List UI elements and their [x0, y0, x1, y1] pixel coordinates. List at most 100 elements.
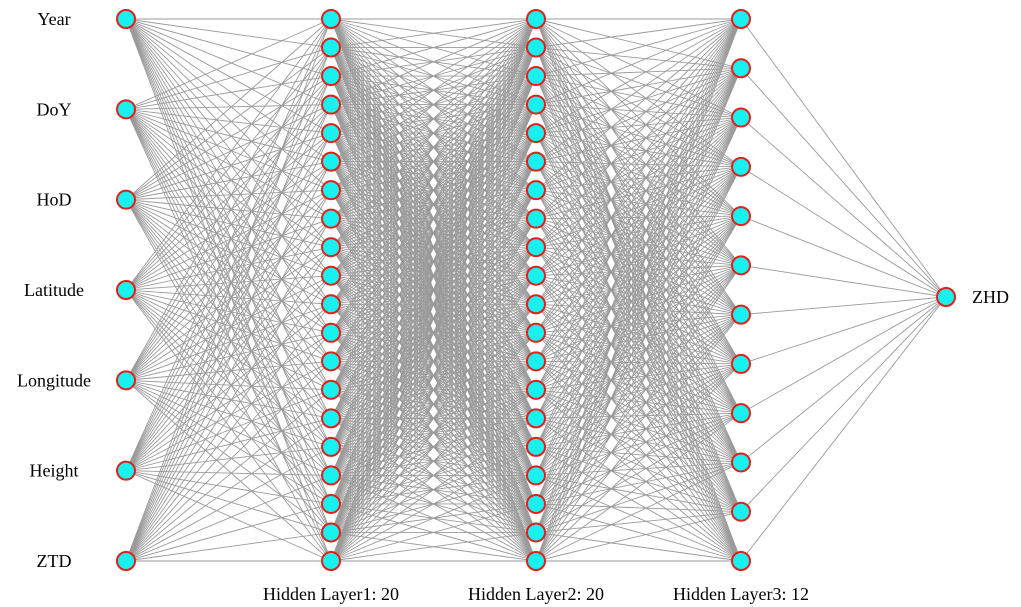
edge-l2-n8-to-n7 — [535, 246, 742, 365]
edge-l2-n15-to-n0 — [535, 18, 742, 448]
edge-l2-n3-to-n1 — [535, 67, 742, 106]
edge-l2-n10-to-n6 — [535, 303, 742, 316]
edge-l0-n6-to-n6 — [125, 189, 332, 562]
edge-l2-n3-to-n2 — [535, 104, 742, 118]
edge-l2-n17-to-n11 — [535, 503, 742, 562]
edge-l2-n0-to-n4 — [535, 18, 742, 217]
edge-l0-n6-to-n4 — [125, 132, 332, 562]
edge-l0-n4-to-n14 — [125, 379, 332, 419]
edge-l2-n6-to-n8 — [535, 189, 742, 414]
edge-l2-n16-to-n8 — [535, 412, 742, 476]
hidden2-node-2 — [526, 66, 546, 87]
edge-l2-n18-to-n11 — [535, 532, 742, 562]
input-node-0 — [116, 9, 136, 29]
edge-l2-n12-to-n4 — [535, 215, 742, 362]
edge-l2-n10-to-n2 — [535, 117, 742, 305]
edge-l2-n5-to-n7 — [535, 161, 742, 365]
edge-l1-n16-to-n0 — [330, 18, 537, 476]
edge-l3-n0-to-n0 — [740, 18, 947, 298]
hidden2-node-14 — [526, 408, 546, 429]
edge-l2-n0-to-n1 — [535, 18, 742, 69]
edge-l2-n2-to-n0 — [535, 18, 742, 77]
hidden2-node-15 — [526, 436, 546, 457]
edge-l0-n2-to-n16 — [125, 199, 332, 476]
edge-l2-n5-to-n1 — [535, 67, 742, 163]
edge-l0-n5-to-n5 — [125, 161, 332, 471]
edge-l1-n4-to-n0 — [330, 18, 537, 134]
edge-l2-n19-to-n6 — [535, 314, 742, 562]
edge-l2-n18-to-n8 — [535, 412, 742, 533]
edge-l2-n13-to-n5 — [535, 264, 742, 391]
hidden1-node-12 — [321, 351, 341, 372]
input-node-4 — [116, 370, 136, 391]
edge-l2-n12-to-n11 — [535, 360, 742, 562]
edge-l2-n12-to-n8 — [535, 360, 742, 414]
edge-l1-n19-to-n8 — [330, 246, 537, 562]
edge-l0-n4-to-n10 — [125, 303, 332, 381]
edge-l0-n6-to-n2 — [125, 75, 332, 562]
edge-l3-n1-to-n0 — [740, 67, 947, 298]
hidden1-node-11 — [321, 322, 341, 343]
edge-l2-n9-to-n2 — [535, 117, 742, 277]
edge-l2-n1-to-n2 — [535, 47, 742, 118]
edge-l2-n3-to-n4 — [535, 104, 742, 217]
edge-l2-n14-to-n2 — [535, 117, 742, 419]
hidden1-node-6 — [321, 180, 341, 201]
edge-l2-n12-to-n10 — [535, 360, 742, 513]
edge-l0-n1-to-n1 — [125, 47, 332, 110]
edge-l2-n8-to-n4 — [535, 215, 742, 248]
edge-l2-n8-to-n0 — [535, 18, 742, 248]
edge-l2-n13-to-n8 — [535, 389, 742, 414]
edge-l2-n12-to-n0 — [535, 18, 742, 362]
hidden2-node-9 — [526, 265, 546, 286]
input-label-5: Height — [30, 461, 79, 481]
edge-l0-n1-to-n5 — [125, 108, 332, 163]
edge-l0-n4-to-n2 — [125, 75, 332, 381]
edge-l1-n3-to-n0 — [330, 18, 537, 105]
edge-l0-n1-to-n9 — [125, 108, 332, 277]
edge-l0-n5-to-n11 — [125, 332, 332, 472]
edge-l0-n0-to-n1 — [125, 18, 332, 48]
hidden2-node-4 — [526, 123, 546, 144]
edge-l2-n3-to-n0 — [535, 18, 742, 105]
edge-l0-n2-to-n5 — [125, 161, 332, 201]
edge-l2-n0-to-n5 — [535, 18, 742, 266]
edge-l1-n14-to-n0 — [330, 18, 537, 419]
edge-l2-n0-to-n7 — [535, 18, 742, 365]
hidden2-node-18 — [526, 522, 546, 543]
edge-l0-n6-to-n18 — [125, 532, 332, 562]
layer-labels: Year DoY HoD Latitude Longitude Height ZTD ZHD H… — [17, 9, 1009, 604]
edge-l2-n16-to-n0 — [535, 18, 742, 476]
edge-l1-n19-to-n0 — [330, 18, 537, 562]
edge-l1-n19-to-n17 — [330, 503, 537, 562]
edge-l1-n8-to-n0 — [330, 18, 537, 248]
edge-l0-n6-to-n13 — [125, 389, 332, 562]
edge-l2-n3-to-n8 — [535, 104, 742, 414]
edge-l2-n19-to-n0 — [535, 18, 742, 562]
edge-l2-n13-to-n2 — [535, 117, 742, 391]
edge-l0-n3-to-n7 — [125, 218, 332, 291]
hidden3-node-11 — [731, 551, 751, 571]
edge-l2-n17-to-n7 — [535, 363, 742, 505]
edge-l2-n2-to-n1 — [535, 67, 742, 77]
edge-l0-n3-to-n13 — [125, 289, 332, 391]
hidden1-node-16 — [321, 465, 341, 486]
edge-l0-n4-to-n5 — [125, 161, 332, 381]
edge-l2-n7-to-n1 — [535, 67, 742, 220]
edge-l0-n3-to-n1 — [125, 47, 332, 291]
edge-l1-n19-to-n18 — [330, 532, 537, 562]
edge-l2-n5-to-n11 — [535, 161, 742, 562]
edge-l0-n0-to-n18 — [125, 18, 332, 533]
edge-l2-n1-to-n10 — [535, 47, 742, 512]
connection-edges — [125, 18, 947, 562]
edge-l1-n19-to-n13 — [330, 389, 537, 562]
edge-l2-n4-to-n10 — [535, 132, 742, 512]
edge-l2-n12-to-n7 — [535, 360, 742, 365]
hidden-layer-3-caption: Hidden Layer3: 12 — [673, 584, 809, 604]
edge-l2-n18-to-n10 — [535, 511, 742, 533]
edge-l0-n5-to-n14 — [125, 417, 332, 472]
hidden2-node-0 — [526, 9, 546, 29]
edge-l0-n2-to-n13 — [125, 199, 332, 391]
edge-l2-n5-to-n5 — [535, 161, 742, 266]
edge-l2-n10-to-n0 — [535, 18, 742, 305]
